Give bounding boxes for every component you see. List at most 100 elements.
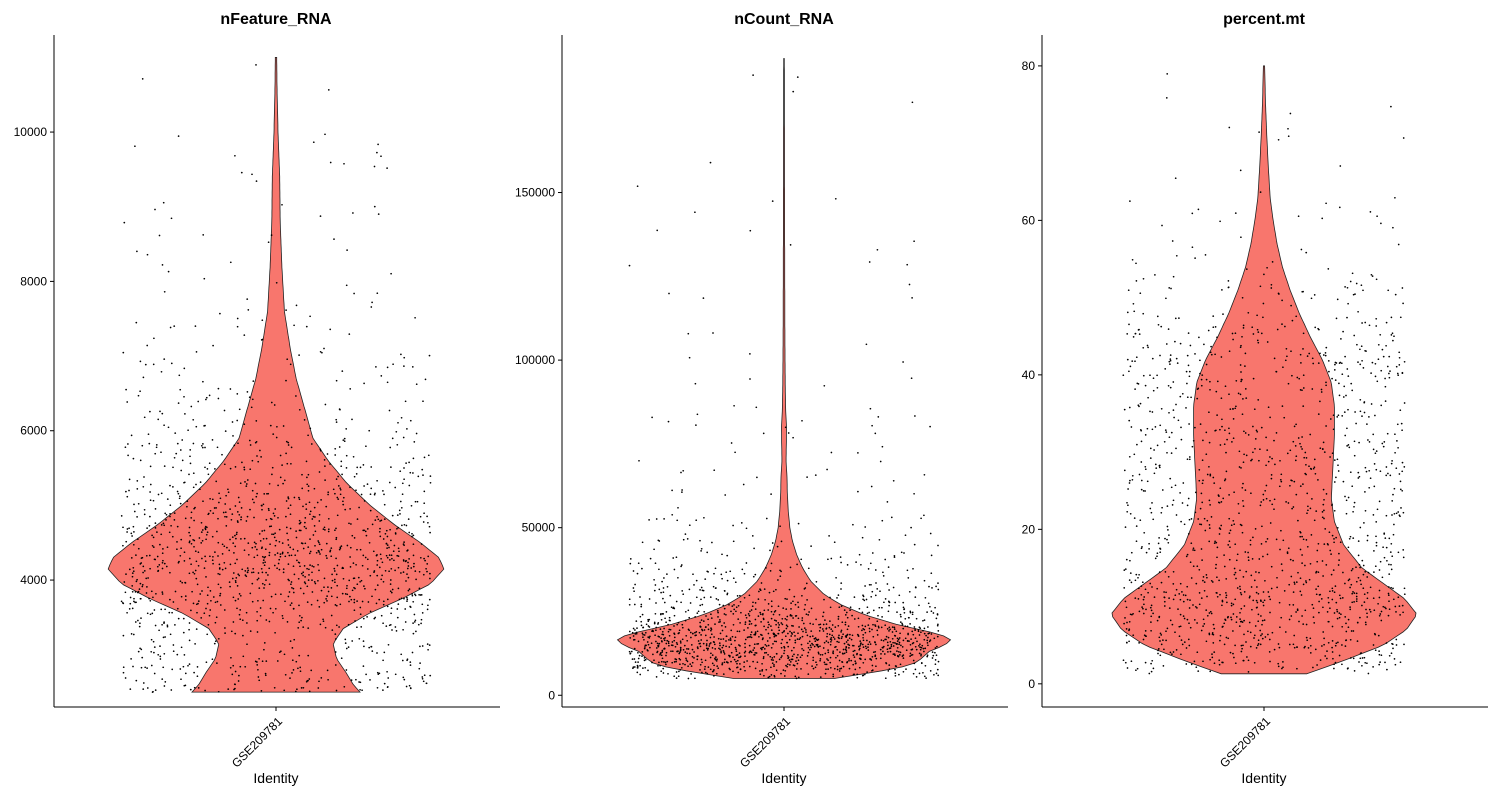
data-point [283, 479, 286, 482]
data-point [1213, 651, 1216, 653]
data-point [1305, 581, 1308, 584]
data-point [244, 570, 247, 572]
data-point [1225, 592, 1227, 594]
data-point [181, 439, 184, 441]
data-point [1373, 609, 1376, 612]
data-point [749, 610, 751, 613]
data-point [1138, 328, 1140, 331]
data-point [1395, 467, 1398, 470]
data-point [906, 625, 909, 628]
data-point [690, 665, 693, 667]
data-point [376, 151, 378, 154]
data-point [1378, 596, 1381, 599]
data-point [1160, 634, 1163, 636]
data-point [285, 309, 287, 311]
data-point [714, 648, 717, 650]
data-point [1388, 355, 1391, 358]
data-point [707, 628, 710, 631]
data-point [1327, 268, 1330, 270]
data-point [931, 587, 933, 589]
data-point [1286, 355, 1288, 358]
data-point [1362, 367, 1365, 369]
data-point [688, 524, 691, 527]
data-point [249, 468, 252, 471]
data-point [265, 579, 267, 581]
data-point [409, 419, 412, 422]
data-point [1245, 397, 1248, 399]
data-point [1387, 594, 1390, 597]
data-point [1258, 459, 1260, 462]
data-point [1149, 507, 1152, 510]
data-point [846, 628, 849, 631]
data-point [342, 503, 345, 506]
data-point [380, 578, 383, 581]
data-point [1273, 357, 1276, 360]
data-point [1152, 377, 1155, 380]
data-point [1391, 555, 1394, 558]
data-point [161, 593, 164, 595]
data-point [698, 631, 701, 634]
data-point [1382, 546, 1384, 549]
data-point [1167, 541, 1170, 544]
data-point [1245, 268, 1248, 270]
data-point [920, 662, 923, 664]
data-point [1212, 315, 1215, 317]
data-point [628, 598, 631, 601]
data-point [171, 611, 173, 614]
data-point [1279, 626, 1281, 629]
data-point [774, 609, 777, 612]
data-point [255, 542, 257, 545]
data-point [1287, 502, 1290, 504]
data-point [1153, 449, 1155, 451]
data-point [663, 518, 665, 520]
data-point [295, 530, 297, 532]
data-point [713, 636, 715, 638]
data-point [1369, 586, 1372, 589]
data-point [376, 652, 378, 654]
data-point [132, 543, 135, 546]
data-point [1162, 639, 1164, 641]
data-point [401, 659, 404, 662]
data-point [326, 557, 328, 559]
data-point [783, 652, 785, 655]
data-point [679, 649, 682, 652]
data-point [809, 635, 812, 638]
data-point [236, 531, 238, 534]
data-point [199, 488, 201, 491]
data-point [1386, 668, 1388, 671]
data-point [1316, 664, 1318, 666]
data-point [413, 621, 416, 623]
data-point [1125, 641, 1128, 644]
data-point [829, 656, 832, 659]
data-point [1222, 497, 1225, 500]
data-point [285, 379, 287, 382]
data-point [404, 621, 407, 623]
data-point [1345, 622, 1347, 625]
data-point [1250, 586, 1253, 588]
data-point [857, 452, 859, 454]
data-point [376, 292, 379, 295]
data-point [845, 651, 848, 653]
data-point [771, 542, 774, 544]
data-point [406, 596, 408, 599]
data-point [1216, 556, 1218, 559]
data-point [1132, 336, 1135, 338]
data-point [745, 527, 748, 530]
data-point [1228, 393, 1230, 396]
data-point [633, 658, 636, 660]
violin-shape [1111, 65, 1417, 675]
data-point [307, 579, 310, 581]
data-point [896, 642, 898, 645]
data-point [127, 454, 129, 457]
data-point [160, 533, 163, 536]
data-point [1198, 568, 1201, 571]
data-point [1389, 474, 1392, 477]
data-point [1247, 659, 1250, 662]
data-point [1130, 551, 1133, 554]
data-point [1320, 388, 1323, 391]
data-point [930, 572, 933, 575]
data-point [154, 527, 157, 529]
data-point [1362, 573, 1365, 576]
data-point [155, 592, 157, 595]
